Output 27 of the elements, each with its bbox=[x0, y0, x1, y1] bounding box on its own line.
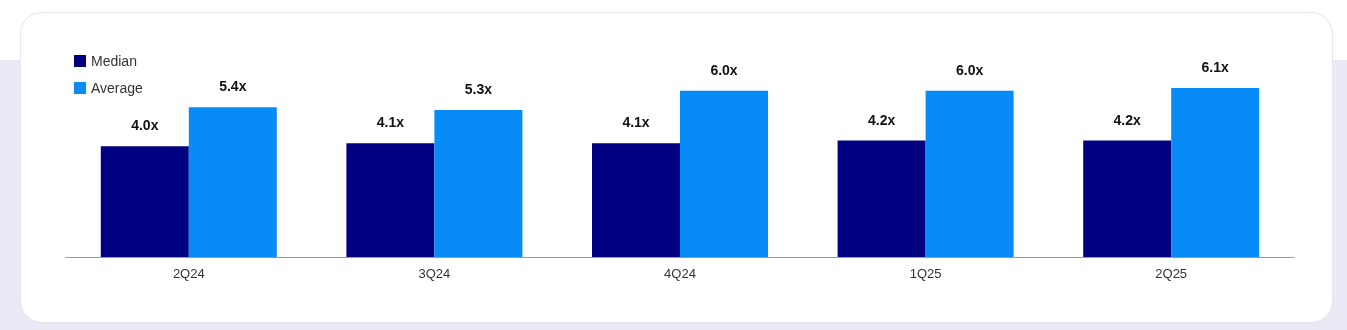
data-label: 6.1x bbox=[1201, 58, 1230, 75]
data-label: 4.1x bbox=[622, 114, 650, 131]
data-label: 6.0x bbox=[710, 61, 738, 78]
x-tick-label: 4Q24 bbox=[664, 266, 696, 281]
data-label: 4.1x bbox=[376, 114, 405, 131]
x-tick-label: 3Q24 bbox=[418, 266, 451, 281]
bar bbox=[592, 143, 680, 257]
bar bbox=[925, 90, 1014, 257]
bar bbox=[680, 90, 768, 257]
bar bbox=[1083, 140, 1172, 257]
x-tick-label: 2Q24 bbox=[172, 266, 205, 281]
data-label: 6.0x bbox=[955, 61, 984, 78]
data-label: 5.3x bbox=[464, 81, 493, 98]
bar bbox=[434, 110, 523, 257]
bar bbox=[346, 143, 435, 257]
bar bbox=[188, 107, 277, 257]
bar bbox=[837, 140, 926, 257]
x-tick-label: 2Q25 bbox=[1155, 266, 1188, 281]
legend-label: Median bbox=[91, 53, 137, 69]
data-label: 4.2x bbox=[867, 111, 896, 128]
bar bbox=[1171, 87, 1260, 257]
data-label: 4.2x bbox=[1113, 111, 1142, 128]
x-tick-label: 1Q25 bbox=[909, 266, 942, 281]
data-label: 4.0x bbox=[131, 117, 159, 134]
bar bbox=[100, 146, 189, 257]
legend-label: Average bbox=[91, 80, 144, 96]
data-label: 5.4x bbox=[219, 78, 247, 95]
